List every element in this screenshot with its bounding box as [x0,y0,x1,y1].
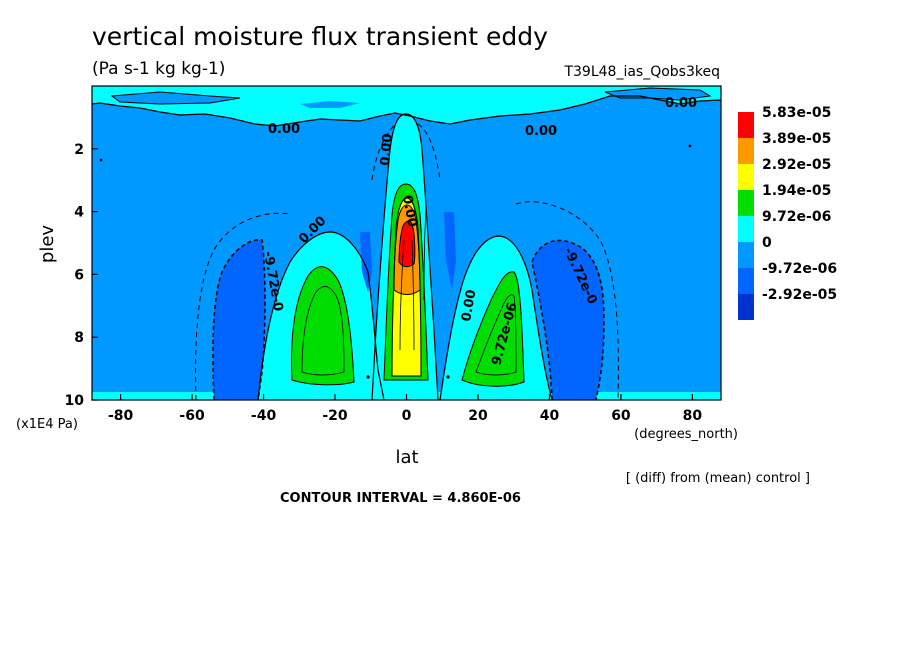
colorbar-label: 5.83e-05 [762,105,831,121]
contour-label: 0.00 [459,288,479,322]
band-neg-right [532,240,604,400]
x-axis-title: lat [395,447,418,468]
marker-dot [446,375,450,379]
contour-zero-low-right [439,235,553,400]
contour-neg-strong-left [212,239,266,400]
contour-eq-orange [393,204,421,295]
x-tick-label: -40 [251,408,277,424]
contour-neg-dash-eq-left [371,123,397,181]
x-tick-label: 20 [468,408,488,424]
colorbar-label: 1.94e-05 [762,183,831,199]
contour-neg-strong-right [531,239,605,400]
contour-label: 0.00 [378,133,396,166]
contour-label: 0.00 [399,194,419,228]
contour-inner-left [301,286,345,376]
colorbar-swatch [738,190,754,216]
contour-inner-right [475,294,517,376]
top-island-1 [112,92,240,104]
colorbar-swatch [738,294,754,320]
band-neg-inner-right [444,212,456,290]
contour-eq-inner-1 [399,239,405,351]
colorbar-label: -2.92e-05 [762,287,837,303]
colorbar-label: 0 [762,235,772,251]
surface-markers [99,144,692,379]
x-axis-units: (degrees_north) [634,427,738,442]
marker-dot [99,158,103,162]
colorbar-label: 3.89e-05 [762,131,831,147]
band-top-cyan [92,86,721,126]
y-axis-title: plev [37,225,58,264]
diff-note: [ (diff) from (mean) control ] [626,471,810,486]
colorbar-label: 9.72e-06 [762,209,831,225]
marker-dot [366,375,370,379]
x-tick-label: 60 [611,408,631,424]
contour-neg-dash-left [195,212,291,400]
colorbar-swatch [738,242,754,268]
colorbar: 5.83e-05 3.89e-05 2.92e-05 1.94e-05 9.72e-06… [738,105,837,320]
contour-eq-inner-2 [411,239,415,351]
contour-eq-green [383,183,429,381]
contour-top-island-2 [604,87,712,101]
run-label: T39L48_ias_Qobs3keq [563,64,720,80]
chart-title: vertical moisture flux transient eddy [92,22,548,51]
x-tick-label: -20 [322,408,348,424]
contour-eq-inner-3 [423,209,427,301]
y-tick-label: 2 [74,142,84,158]
x-tick-label: -80 [108,408,134,424]
colorbar-swatch [738,268,754,294]
contour-neg-dash-eq-right [417,123,441,181]
contour-label: 0.00 [665,96,697,111]
chart-units: (Pa s-1 kg kg-1) [92,59,225,79]
contour-green-left [291,266,355,386]
top-island-2 [605,88,710,100]
contour-fill [92,86,721,400]
top-island-3 [300,101,360,108]
y-axis-units: (x1E4 Pa) [16,417,78,432]
contour-label: 0.00 [525,124,557,139]
y-axis: 2 4 6 8 10 [65,142,98,409]
contour-zero-eq [371,113,439,400]
contour-lines [92,87,721,400]
contour-interval: CONTOUR INTERVAL = 4.860E-06 [280,491,521,506]
x-tick-label: -60 [179,408,205,424]
y-tick-label: 10 [65,393,85,409]
y-tick-label: 4 [74,205,84,221]
colorbar-swatch [738,112,754,138]
marker-dot [688,144,692,148]
colorbar-swatch [738,216,754,242]
contour-label: 0.00 [268,122,300,137]
x-tick-label: 40 [540,408,560,424]
colorbar-swatch [738,164,754,190]
colorbar-label: 2.92e-05 [762,157,831,173]
contour-green-right [461,271,525,387]
x-tick-label: 0 [402,408,412,424]
band-neg-left [212,239,265,400]
x-axis: -80 -60 -40 -20 0 20 40 60 80 [108,394,702,424]
contour-neg-dash-right [515,201,619,400]
contour-zero-low-left [257,231,385,400]
colorbar-swatch [738,138,754,164]
y-tick-label: 8 [74,330,84,346]
x-tick-label: 80 [683,408,703,424]
colorbar-label: -9.72e-06 [762,261,837,277]
band-green-left [291,266,354,385]
y-tick-label: 6 [74,267,84,283]
contour-top-island-1 [110,91,241,105]
